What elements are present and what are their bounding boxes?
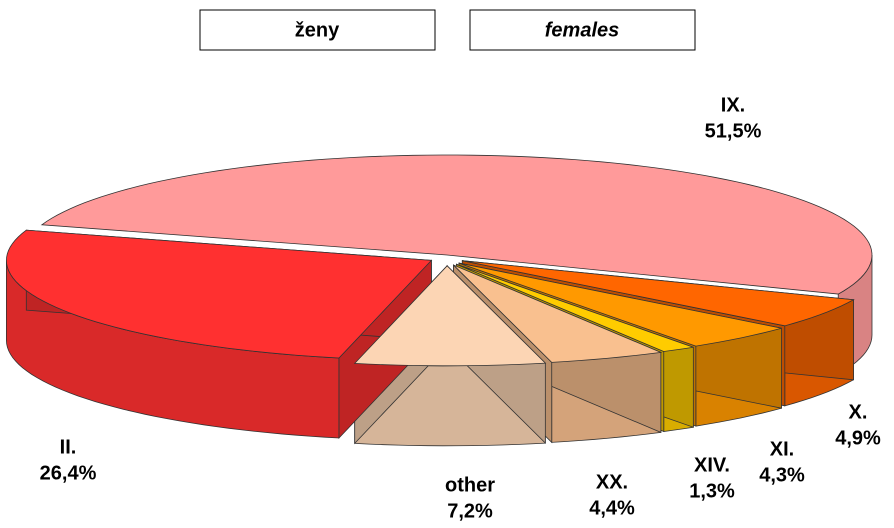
- slice-top: [456, 263, 694, 352]
- subtitle-box: [469, 9, 696, 51]
- slice-top: [458, 262, 782, 347]
- value-label: 7,2%: [447, 500, 493, 522]
- value-label: 4,9%: [835, 427, 881, 449]
- slice-top: [40, 154, 873, 295]
- slice-label: other: [445, 474, 495, 496]
- value-label: 4,4%: [589, 497, 635, 519]
- slice-top: [462, 260, 855, 327]
- slice-label: XIV.: [694, 454, 730, 476]
- slice-label: X.: [849, 401, 868, 423]
- slice-top: [353, 265, 547, 367]
- value-label: 26,4%: [40, 462, 97, 484]
- chart-subtitle: females: [545, 19, 620, 41]
- slice-label: XI.: [770, 438, 794, 460]
- slice-top: [453, 264, 663, 363]
- value-label: 4,3%: [759, 464, 805, 486]
- value-label: 51,5%: [705, 120, 762, 142]
- slice-label: XX.: [596, 471, 628, 493]
- pie: [5, 154, 873, 447]
- labels: IX. 51,5% X. 4,9% XI. 4,3% XIV. 1,3% XX. 4,4% othe…: [40, 94, 881, 522]
- slice-label: II.: [60, 436, 77, 458]
- slice-top: [6, 229, 433, 359]
- slice-label: IX.: [721, 94, 745, 116]
- chart-title: ženy: [295, 19, 340, 41]
- title-box: [199, 9, 436, 51]
- value-label: 1,3%: [689, 480, 735, 502]
